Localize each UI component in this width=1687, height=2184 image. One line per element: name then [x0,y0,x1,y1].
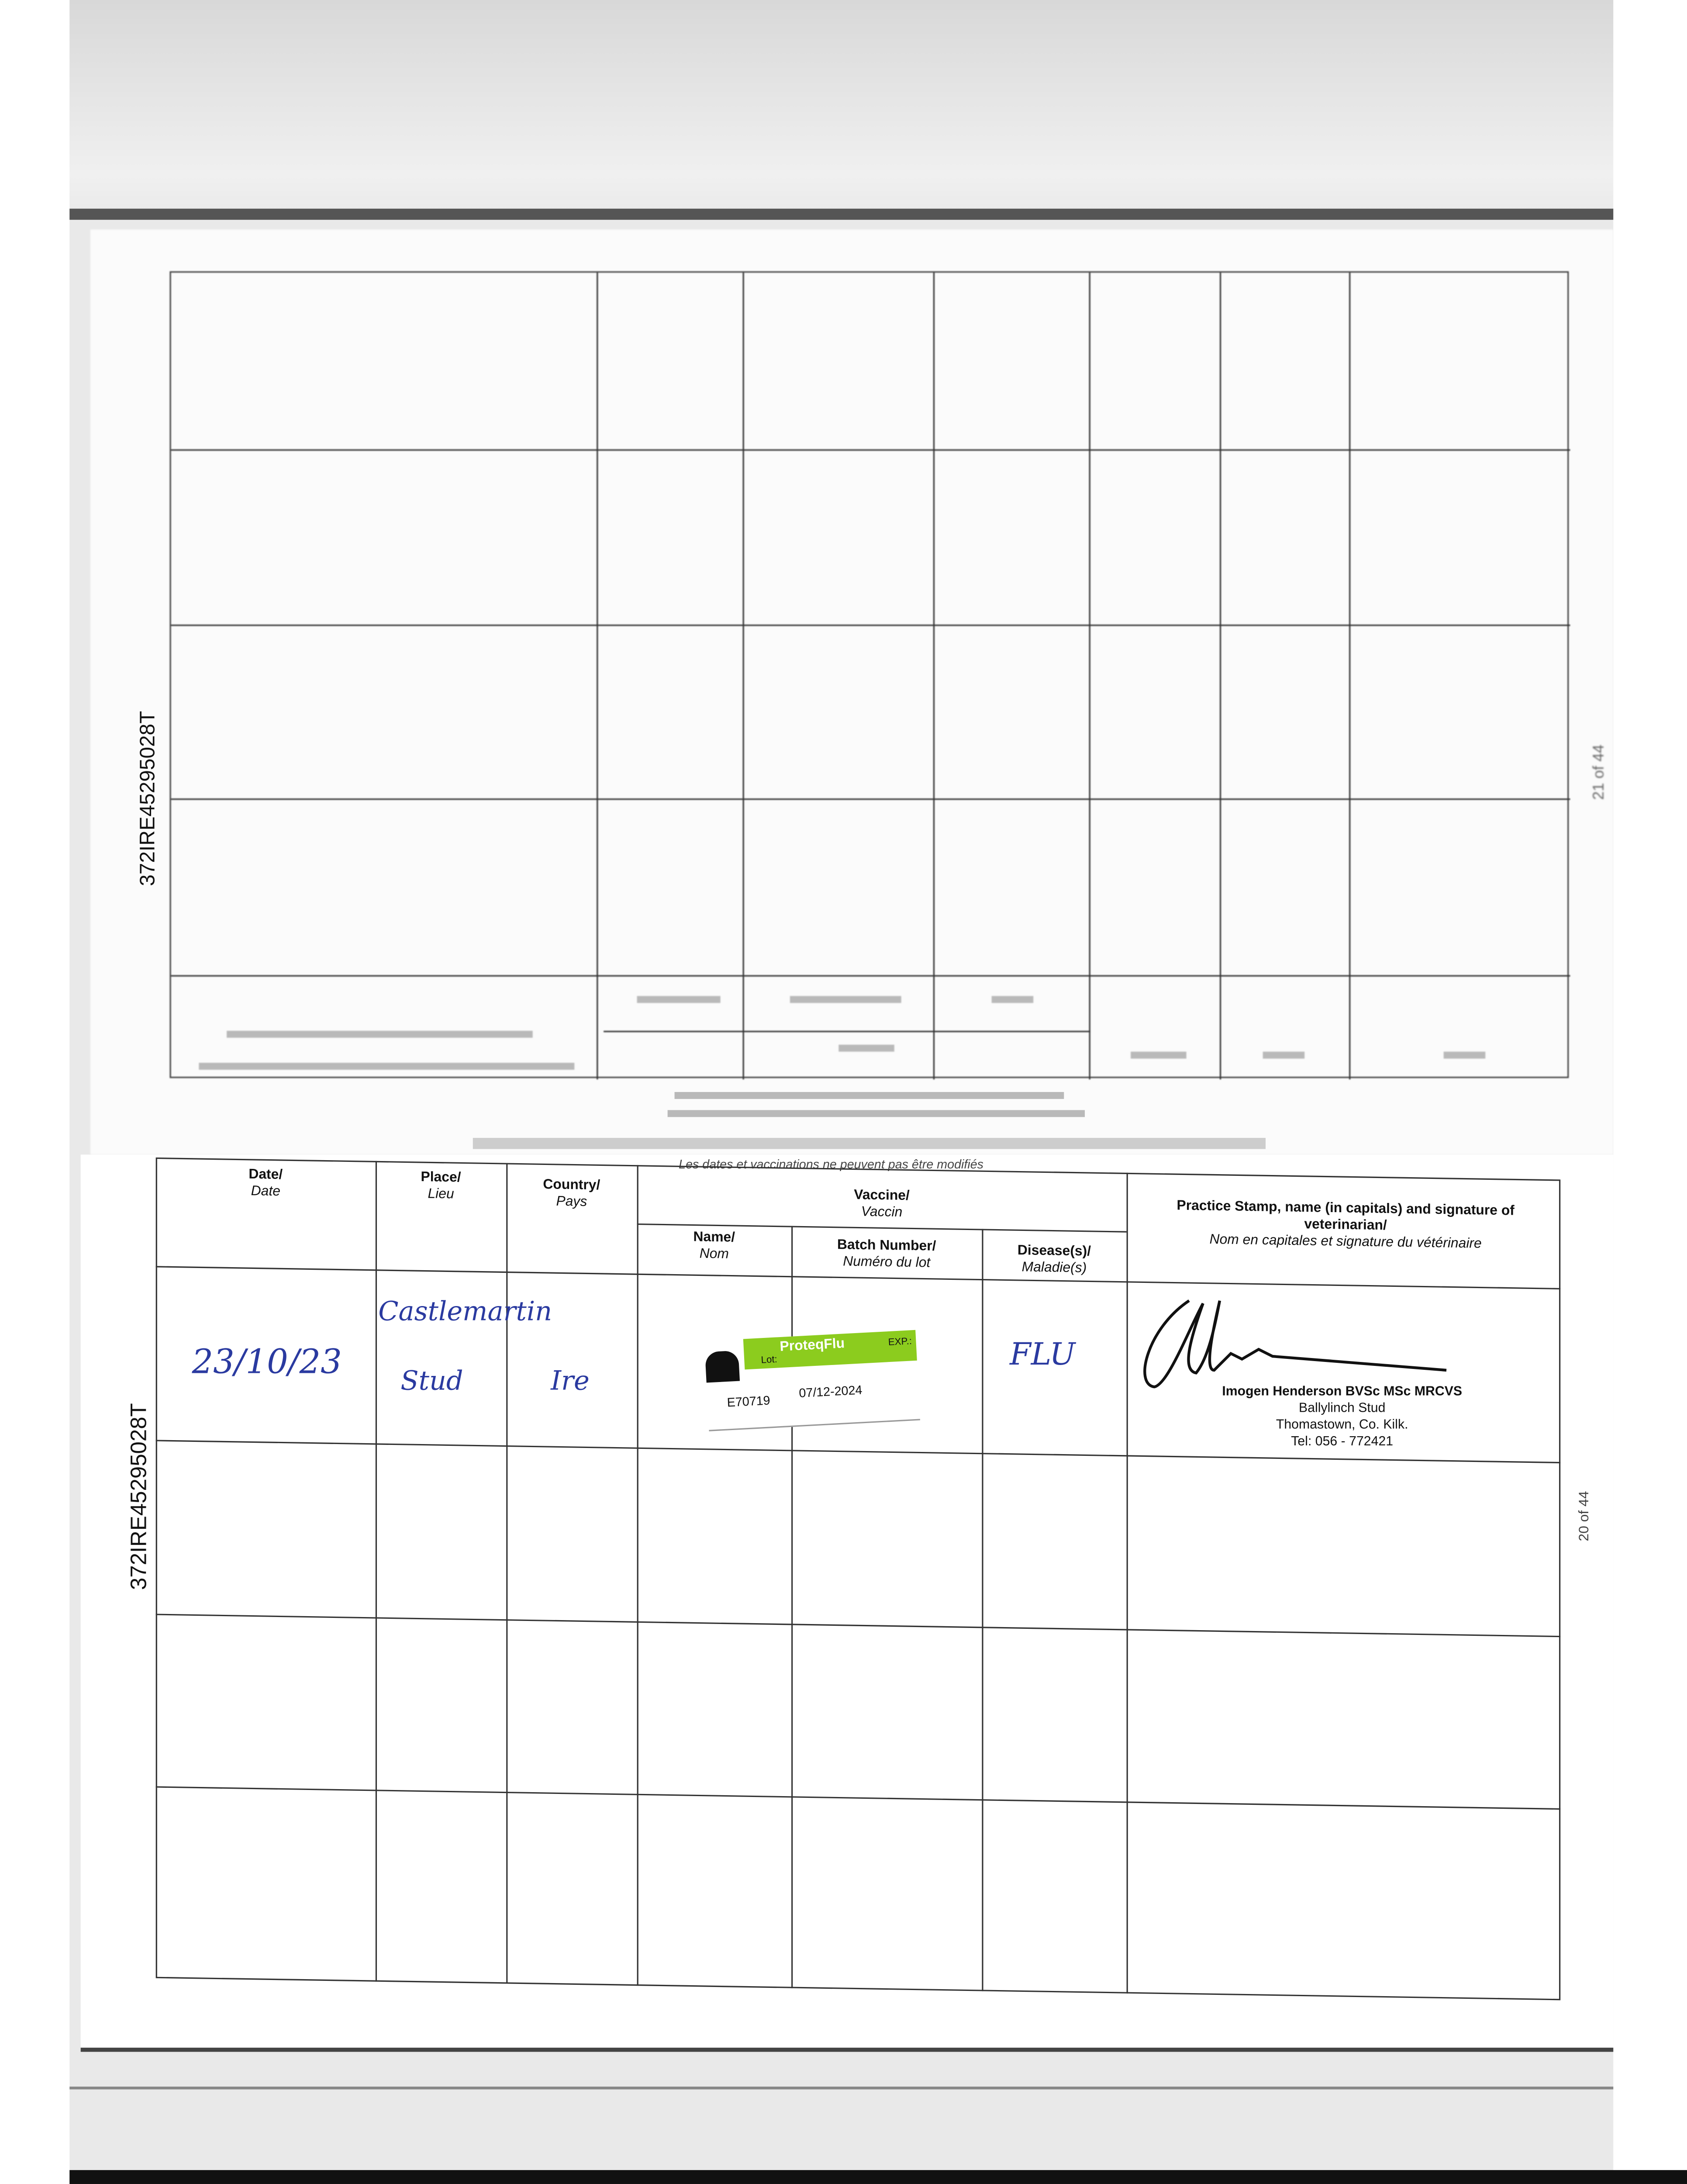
notice-text: Les dates et vaccinations ne peuvent pas… [679,1157,984,1171]
header-country: Country/Pays [543,1177,600,1210]
entry-date: 23/10/23 [192,1342,342,1382]
vaccine-batch-label: ProteqFlu Lot: EXP.: E70719 07/12-2024 [704,1330,920,1431]
passport-id-lower: 372IRE45295028T [128,1403,152,1590]
header-disease: Disease(s)/Maladie(s) [1017,1243,1091,1277]
practice-stamp: Imogen Henderson BVSc MSc MRCVS Ballylin… [1222,1384,1463,1450]
entry-place-line2: Stud [400,1366,463,1397]
page-edge [69,208,1614,220]
entry-country: Ire [551,1366,590,1397]
lower-page [80,1154,1614,2052]
passport-id-upper: 372IRE45295028T [136,711,160,886]
lower-page-number: 20 of 44 [1577,1491,1593,1541]
veterinarian-signature [1143,1299,1447,1389]
header-vaccine-name: Name/Nom [693,1230,735,1263]
upper-table [169,271,1570,1080]
lot-number: E70719 [726,1393,771,1410]
header-practice-stamp: Practice Stamp, name (in capitals) and s… [1176,1198,1515,1252]
upper-page-number: 21 of 44 [1591,744,1608,800]
header-place: Place/Lieu [421,1170,461,1203]
header-date: Date/Date [248,1167,283,1200]
scan-edge [69,2170,1687,2184]
manufacturer-logo-icon [705,1350,740,1383]
entry-disease: FLU [1010,1338,1076,1373]
vaccination-table: Date/Date Place/Lieu Country/Pays Vaccin… [155,1157,1561,2001]
header-batch-number: Batch Number/Numéro du lot [837,1237,936,1272]
upper-footer-text [674,1092,1064,1099]
entry-place-line1: Castlemartin [378,1296,552,1327]
expiry-date: 07/12-2024 [798,1383,863,1400]
